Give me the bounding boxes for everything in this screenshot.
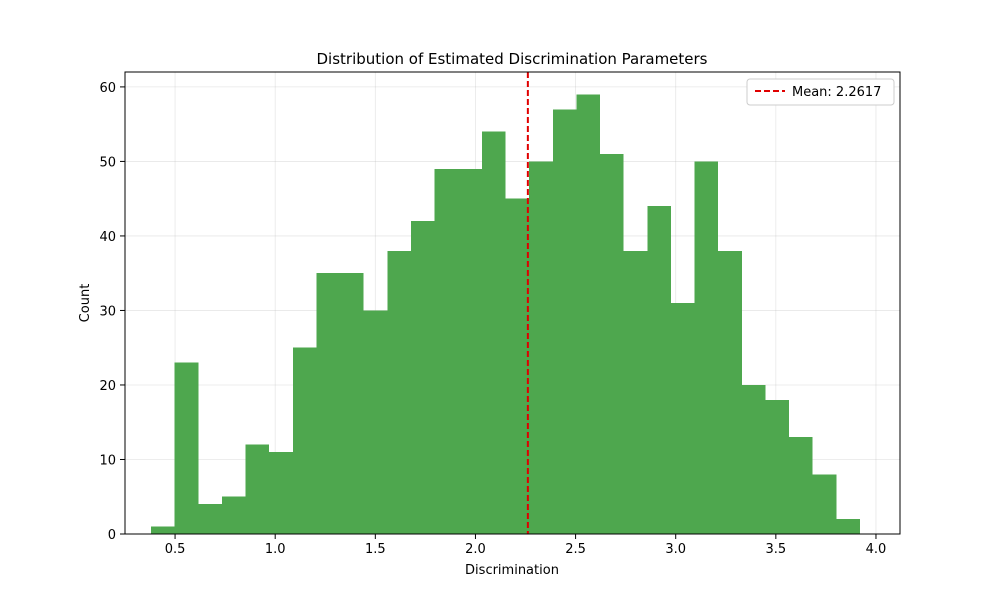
- x-tick-label: 1.5: [365, 542, 386, 557]
- plot-frame: [124, 71, 901, 535]
- x-tick-label: 1.0: [265, 542, 286, 557]
- chart-title: Distribution of Estimated Discrimination…: [317, 50, 708, 68]
- x-tick-label: 3.0: [665, 542, 686, 557]
- histogram-bar: [505, 198, 530, 534]
- histogram-bar: [292, 347, 317, 534]
- legend-mean-label: Mean: 2.2617: [792, 85, 881, 100]
- histogram-bar: [765, 399, 790, 534]
- histogram-bar: [340, 273, 364, 534]
- histogram-bar: [481, 131, 506, 534]
- x-tick-label: 3.5: [765, 542, 786, 557]
- histogram-bar: [623, 250, 648, 534]
- histogram-bar: [363, 310, 388, 534]
- histogram-bar: [198, 504, 222, 534]
- histogram-bars: [151, 94, 860, 535]
- x-tick-label: 0.5: [165, 542, 186, 557]
- histogram-bar: [670, 303, 695, 534]
- histogram-bar: [434, 168, 459, 534]
- y-tick-label: 60: [99, 81, 116, 96]
- y-tick-label: 30: [99, 304, 116, 319]
- x-tick-label: 4.0: [866, 542, 887, 557]
- histogram-bar: [552, 109, 577, 535]
- x-axis-label: Discrimination: [465, 563, 559, 578]
- y-tick-label: 20: [99, 379, 116, 394]
- histogram-bar: [576, 94, 601, 535]
- histogram-bar: [151, 526, 175, 534]
- histogram-bar: [718, 250, 742, 534]
- histogram-bar: [812, 474, 837, 534]
- histogram-bar: [694, 161, 719, 534]
- axes: [124, 71, 901, 535]
- y-tick-label: 0: [108, 528, 116, 543]
- legend: Mean: 2.2617: [746, 78, 895, 106]
- x-tick-label: 2.5: [565, 542, 586, 557]
- y-tick-label: 10: [99, 453, 116, 468]
- histogram-bar: [600, 153, 624, 534]
- x-tick-label: 2.0: [465, 542, 486, 557]
- histogram-bar: [269, 452, 293, 534]
- histogram-bar: [221, 496, 246, 534]
- ticks: 0.5 1.0 1.5 2.0 2.5 3.0 3.5 4.0 0 10 20 30 40 50 60: [99, 81, 886, 557]
- histogram-bar: [647, 206, 671, 534]
- histogram-bar: [245, 444, 270, 534]
- legend-box: [746, 78, 895, 106]
- histogram-bar: [387, 250, 411, 534]
- histogram-bar: [410, 221, 435, 534]
- histogram-bar: [458, 168, 482, 534]
- histogram-bar: [174, 362, 199, 534]
- histogram-bar: [741, 384, 766, 534]
- histogram-bar: [316, 273, 341, 534]
- y-tick-label: 40: [99, 230, 116, 245]
- histogram-bar: [836, 519, 860, 534]
- histogram-bar: [789, 437, 813, 534]
- y-axis-label: Count: [78, 284, 93, 323]
- histogram-bar: [529, 161, 553, 534]
- y-tick-label: 50: [99, 155, 116, 170]
